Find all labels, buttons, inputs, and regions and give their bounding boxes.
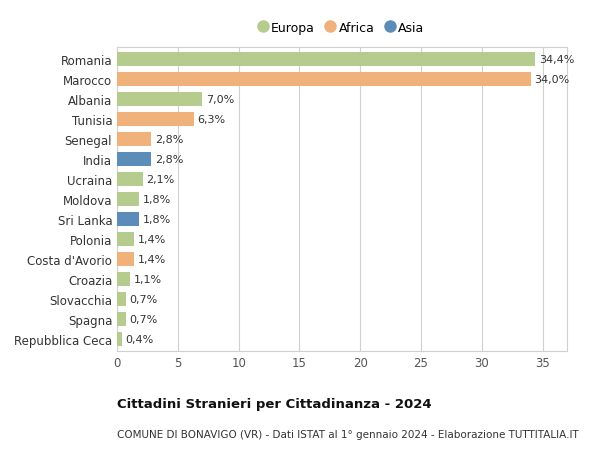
Bar [117, 332, 122, 346]
Text: 0,7%: 0,7% [129, 314, 157, 324]
Bar [117, 292, 125, 306]
Text: COMUNE DI BONAVIGO (VR) - Dati ISTAT al 1° gennaio 2024 - Elaborazione TUTTITALI: COMUNE DI BONAVIGO (VR) - Dati ISTAT al … [117, 429, 579, 439]
Bar [117, 273, 130, 286]
Text: 0,4%: 0,4% [125, 334, 154, 344]
Bar [117, 153, 151, 167]
Text: 7,0%: 7,0% [206, 95, 234, 105]
Bar [117, 173, 143, 186]
Bar [117, 313, 125, 326]
Text: 1,8%: 1,8% [143, 215, 171, 224]
Text: 1,8%: 1,8% [143, 195, 171, 205]
Legend: Europa, Africa, Asia: Europa, Africa, Asia [256, 18, 428, 39]
Bar [117, 53, 535, 67]
Text: 6,3%: 6,3% [197, 115, 226, 125]
Bar [117, 93, 202, 107]
Bar [117, 193, 139, 207]
Bar [117, 73, 530, 87]
Text: 34,0%: 34,0% [534, 75, 569, 85]
Text: 34,4%: 34,4% [539, 55, 574, 65]
Text: 1,4%: 1,4% [137, 235, 166, 245]
Text: 2,1%: 2,1% [146, 175, 175, 185]
Bar [117, 233, 134, 246]
Text: 2,8%: 2,8% [155, 155, 183, 165]
Text: 1,1%: 1,1% [134, 274, 162, 285]
Text: 1,4%: 1,4% [137, 254, 166, 264]
Bar [117, 213, 139, 226]
Bar [117, 113, 194, 127]
Bar [117, 252, 134, 266]
Bar [117, 133, 151, 147]
Text: Cittadini Stranieri per Cittadinanza - 2024: Cittadini Stranieri per Cittadinanza - 2… [117, 397, 431, 410]
Text: 0,7%: 0,7% [129, 294, 157, 304]
Text: 2,8%: 2,8% [155, 135, 183, 145]
